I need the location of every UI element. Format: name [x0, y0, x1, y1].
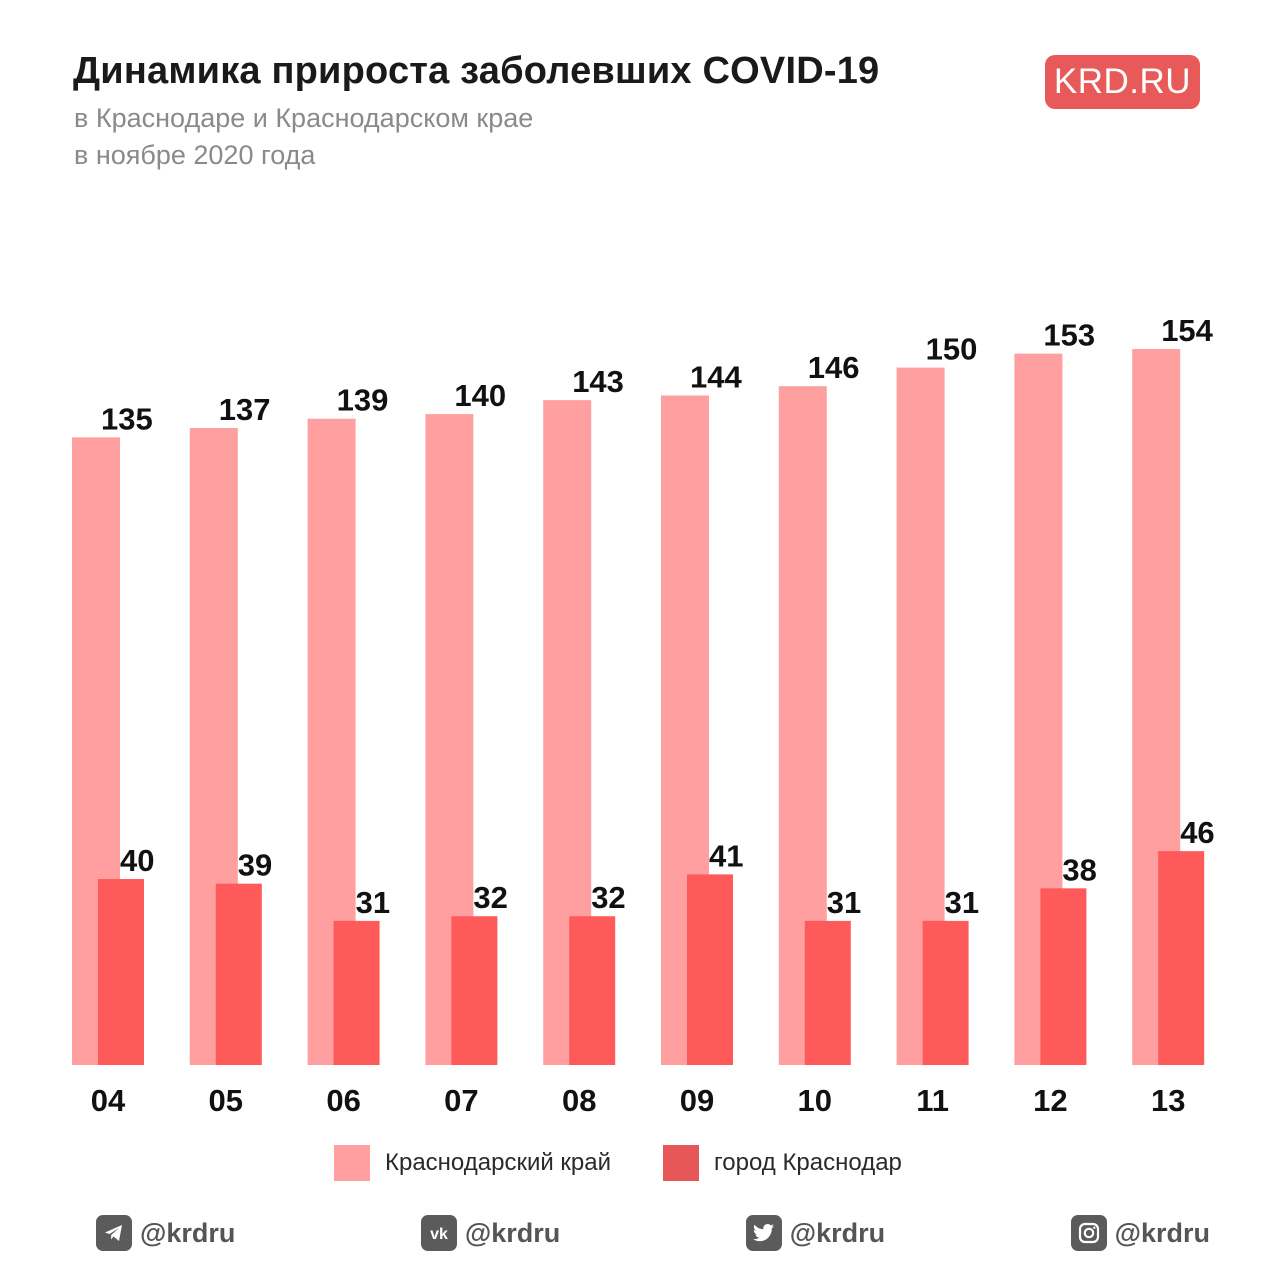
chart-title: Динамика прироста заболевших COVID-19 [73, 50, 880, 92]
bar-group-10 [778, 386, 851, 1065]
value-label-region: 154 [1161, 313, 1213, 348]
bar-group-05 [189, 428, 262, 1066]
legend-item-region: Краснодарский край [334, 1145, 611, 1181]
social-footer: @krdru vk @krdru @krdru @krdru [96, 1215, 1210, 1251]
x-tick-label: 08 [562, 1083, 596, 1118]
value-label-city: 39 [238, 848, 272, 883]
bar-city-11 [922, 920, 969, 1065]
bar-group-09 [661, 395, 733, 1065]
legend-label-city: город Краснодар [714, 1149, 902, 1176]
value-label-city: 41 [709, 838, 743, 873]
bar-city-12 [1040, 888, 1087, 1065]
social-handle: @krdru [789, 1217, 886, 1248]
svg-text:vk: vk [430, 1226, 448, 1243]
x-tick-label: 05 [209, 1083, 243, 1118]
bar-group-06 [307, 418, 380, 1066]
legend-swatch-region [334, 1145, 370, 1181]
bar-chart: 135 40 04 137 39 05 139 31 06 140 32 07 143 32 08 144 41… [72, 313, 1215, 1118]
instagram-icon [1070, 1215, 1107, 1251]
x-tick-label: 12 [1033, 1083, 1067, 1118]
value-label-city: 40 [120, 843, 154, 878]
value-label-city: 31 [827, 885, 861, 920]
twitter-icon [745, 1215, 782, 1251]
value-label-city: 32 [591, 880, 625, 915]
social-telegram[interactable]: @krdru [96, 1215, 235, 1251]
value-label-city: 31 [356, 885, 390, 920]
bar-city-04 [98, 879, 144, 1065]
social-handle: @krdru [140, 1217, 236, 1248]
value-label-region: 140 [454, 378, 506, 413]
value-label-region: 143 [572, 364, 624, 399]
bar-city-05 [215, 883, 262, 1065]
value-label-city: 46 [1180, 815, 1214, 850]
bar-group-08 [543, 400, 616, 1066]
social-vk[interactable]: vk @krdru [420, 1215, 561, 1251]
subtitle-line-1: в Краснодаре и Краснодарском крае [74, 103, 534, 133]
bar-city-10 [804, 920, 851, 1065]
krd-logo: KRD.RU [1045, 55, 1200, 109]
x-tick-label: 09 [680, 1083, 714, 1118]
social-instagram[interactable]: @krdru [1070, 1215, 1210, 1251]
value-label-region: 139 [337, 383, 389, 418]
x-tick-label: 04 [91, 1083, 126, 1118]
value-label-region: 150 [926, 332, 978, 367]
value-label-region: 153 [1043, 318, 1095, 353]
value-label-city: 31 [945, 885, 979, 920]
legend-item-city: город Краснодар [663, 1145, 902, 1181]
bar-city-09 [687, 874, 733, 1065]
bar-city-13 [1158, 851, 1205, 1065]
bar-group-04 [72, 437, 144, 1066]
legend: Краснодарский край город Краснодар [334, 1145, 902, 1181]
bar-group-13 [1132, 349, 1205, 1065]
value-label-region: 144 [690, 359, 742, 394]
value-label-region: 146 [808, 350, 860, 385]
x-tick-label: 07 [444, 1083, 478, 1118]
bar-group-12 [1014, 353, 1087, 1065]
social-twitter[interactable]: @krdru [745, 1215, 886, 1251]
value-label-region: 135 [101, 401, 153, 436]
x-tick-label: 11 [916, 1083, 949, 1118]
chart-subtitle: в Краснодаре и Краснодарском крае в нояб… [74, 100, 533, 174]
telegram-icon [96, 1215, 132, 1251]
social-handle: @krdru [1114, 1217, 1210, 1248]
bar-group-11 [896, 367, 969, 1065]
x-tick-label: 06 [326, 1083, 360, 1118]
x-tick-label: 10 [798, 1083, 832, 1118]
bar-city-07 [451, 916, 498, 1065]
subtitle-line-2: в ноябре 2020 года [74, 140, 316, 170]
social-handle: @krdru [464, 1217, 561, 1248]
legend-swatch-city [663, 1145, 700, 1181]
legend-label-region: Краснодарский край [385, 1149, 612, 1176]
x-tick-label: 13 [1151, 1083, 1185, 1118]
bar-city-08 [569, 916, 616, 1065]
vk-icon: vk [420, 1215, 457, 1251]
value-label-region: 137 [219, 392, 271, 427]
bar-group-07 [425, 414, 498, 1065]
bar-city-06 [333, 920, 380, 1065]
value-label-city: 38 [1062, 852, 1096, 887]
value-label-city: 32 [473, 880, 507, 915]
